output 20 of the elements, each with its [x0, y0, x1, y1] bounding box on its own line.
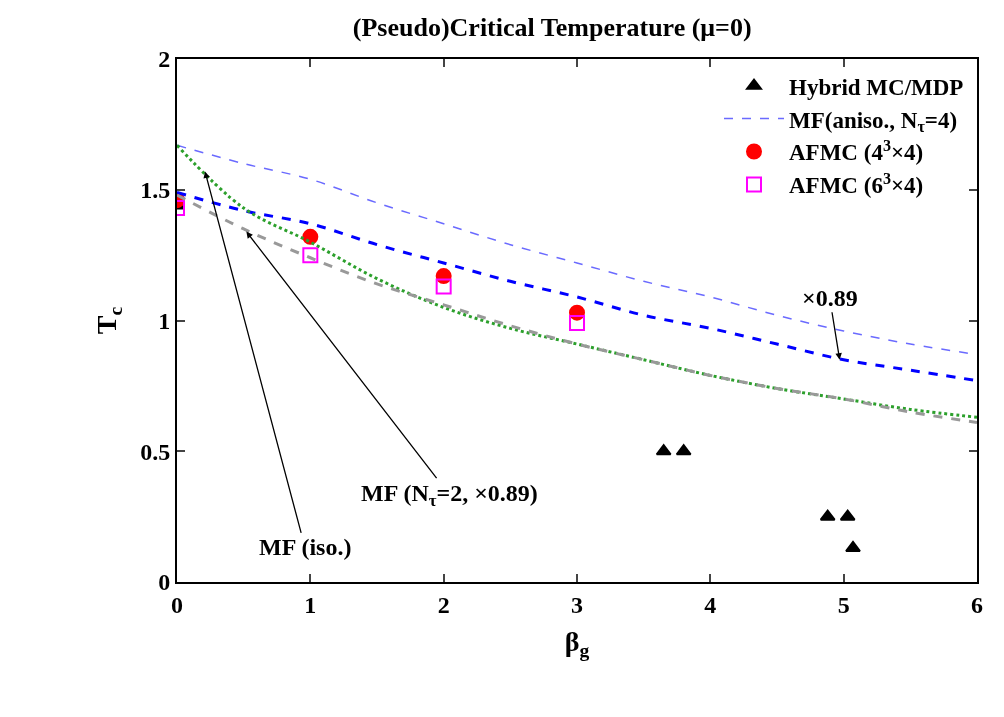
annotation: MF (iso.): [259, 534, 352, 560]
y-tick-label: 0.5: [140, 438, 171, 465]
y-tick-label: 1.5: [140, 177, 171, 204]
annotation: ×0.89: [802, 285, 858, 311]
chart-title: (Pseudo)Critical Temperature (μ=0): [352, 13, 752, 43]
x-tick-label: 3: [571, 591, 583, 618]
y-tick-label: 1: [158, 307, 171, 334]
legend-label: AFMC (6$^{3}$×4): [789, 169, 924, 199]
legend-label: MF(aniso., N$_{τ}$=4): [789, 107, 958, 136]
legend-label: Hybrid MC/MDP: [789, 74, 964, 100]
x-tick-label: 1: [304, 591, 317, 618]
y-tick-label: 0: [158, 569, 171, 596]
x-axis-title: β$_{g}$: [564, 626, 590, 662]
x-tick-label: 5: [837, 591, 850, 618]
x-tick-label: 4: [704, 591, 717, 618]
y-tick-label: 2: [158, 46, 171, 73]
x-tick-label: 6: [971, 591, 983, 618]
annotation: MF (N$_{τ}$=2, ×0.89): [361, 480, 538, 511]
x-tick-label: 2: [437, 591, 450, 618]
legend-label: AFMC (4$^{3}$×4): [789, 136, 924, 166]
